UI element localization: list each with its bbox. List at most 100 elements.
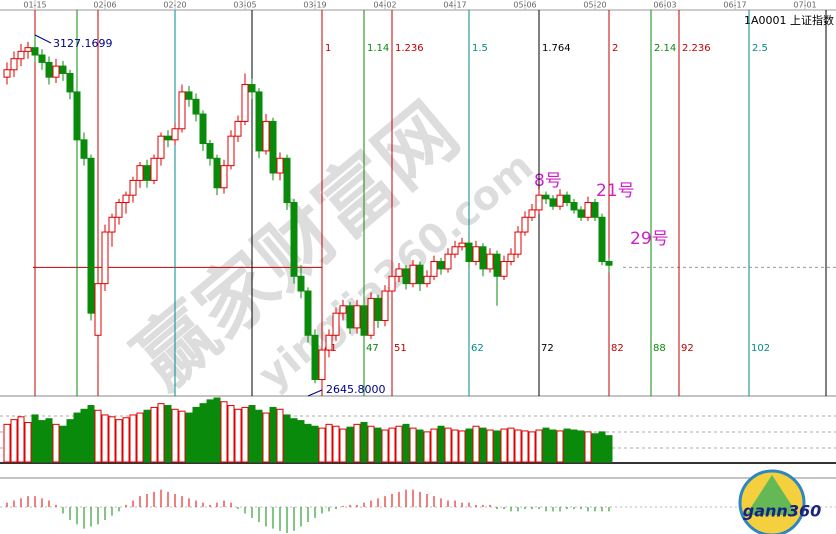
candle-body — [304, 290, 312, 336]
volume-bar — [360, 421, 368, 463]
candle-body — [486, 253, 494, 270]
volume-bar — [542, 427, 550, 463]
candle-body — [500, 261, 508, 277]
candle-body — [213, 157, 221, 189]
volume-bar — [465, 428, 473, 463]
candle-body — [528, 209, 536, 218]
candle-body — [374, 297, 382, 322]
ratio-label: 1.14 — [367, 43, 389, 54]
volume-bar — [269, 406, 277, 463]
candle-body — [472, 246, 480, 263]
candle-body — [185, 91, 193, 100]
volume-bar — [178, 410, 186, 463]
volume-bar — [472, 425, 480, 463]
count-label: 47 — [366, 343, 379, 354]
volume-bar — [304, 423, 312, 463]
volume-bar — [185, 412, 193, 463]
volume-bar — [577, 430, 585, 463]
volume-bar — [514, 429, 522, 463]
volume-bar — [108, 416, 116, 463]
volume-bar — [199, 403, 207, 463]
volume-bar — [31, 414, 39, 463]
low-label: 2645.8000 — [326, 383, 386, 396]
count-label: 92 — [681, 343, 694, 354]
candle-body — [535, 194, 543, 211]
volume-bar — [220, 401, 228, 463]
candle-body — [381, 290, 389, 322]
candle-body — [542, 194, 550, 200]
volume-bar — [213, 397, 221, 463]
volume-bar — [87, 405, 95, 463]
candle-body — [360, 305, 368, 336]
volume-bar — [129, 414, 137, 463]
x-tick-label: 02-06 — [93, 1, 116, 10]
volume-bar — [276, 408, 284, 463]
candle-body — [444, 253, 452, 270]
x-tick-label: 05-20 — [583, 1, 606, 10]
x-tick-label: 05-06 — [513, 1, 536, 10]
ratio-label: 2.236 — [682, 43, 711, 54]
volume-bar — [374, 427, 382, 463]
candle-body — [465, 242, 473, 263]
candle-body — [276, 157, 284, 174]
candle-body — [248, 84, 256, 93]
x-tick-label: 04-02 — [373, 1, 396, 10]
candle-body — [262, 120, 270, 152]
candle-body — [24, 47, 32, 52]
volume-bar — [353, 423, 361, 463]
volume-bar — [591, 433, 599, 463]
volume-bar — [346, 426, 354, 463]
candle-body — [108, 216, 116, 233]
volume-bar — [297, 420, 305, 463]
candle-body — [45, 61, 53, 78]
candle-body — [150, 157, 158, 181]
volume-bar — [605, 435, 613, 463]
high-label: 3127.1699 — [53, 37, 113, 50]
x-tick-label: 03-05 — [233, 1, 256, 10]
volume-bar — [479, 427, 487, 463]
candle-body — [591, 202, 599, 218]
low-pointer — [307, 389, 323, 397]
volume-bar — [38, 420, 46, 463]
volume-bar — [507, 427, 515, 463]
volume-bar — [52, 423, 60, 463]
candle-body — [311, 334, 319, 381]
candle-body — [178, 91, 186, 130]
volume-bar — [549, 429, 557, 463]
volume-bar — [136, 412, 144, 463]
candle-body — [556, 194, 564, 207]
volume-bar — [143, 409, 151, 463]
volume-bar — [367, 425, 375, 463]
volume-bar — [556, 430, 564, 463]
ratio-label: 2 — [612, 43, 618, 54]
volume-bar — [3, 423, 11, 463]
candle-body — [423, 275, 431, 285]
candle-body — [577, 209, 585, 218]
volume-bar — [458, 430, 466, 463]
volume-bar — [311, 425, 319, 463]
volume-bar — [157, 403, 165, 463]
volume-bar — [290, 418, 298, 463]
annotation: 8号 — [534, 171, 562, 191]
candle-body — [80, 139, 88, 159]
volume-bar — [206, 399, 214, 463]
count-label: 51 — [394, 343, 407, 354]
volume-bar — [570, 429, 578, 463]
volume-bar — [339, 428, 347, 463]
candle-body — [157, 135, 165, 159]
x-tick-label: 02-20 — [163, 1, 186, 10]
volume-bar — [325, 423, 333, 463]
ratio-label: 1.5 — [472, 43, 488, 54]
candle-body — [38, 54, 46, 63]
candle-body — [430, 261, 438, 277]
ratio-label: 2.14 — [654, 43, 676, 54]
candle-body — [325, 334, 333, 351]
logo: gann360 — [738, 469, 821, 534]
count-label: 102 — [751, 343, 770, 354]
volume-bar — [409, 427, 417, 463]
candle-body — [94, 283, 102, 336]
ratio-label: 1 — [325, 43, 331, 54]
volume-bar — [227, 405, 235, 463]
high-pointer — [34, 34, 52, 44]
